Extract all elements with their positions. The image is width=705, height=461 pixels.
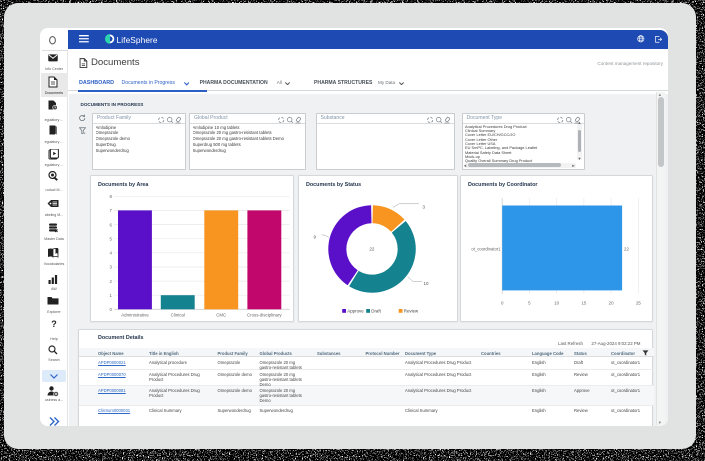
svg-text:4: 4 xyxy=(110,251,113,256)
svg-text:0: 0 xyxy=(501,301,504,306)
svg-text:Review: Review xyxy=(404,309,419,314)
svg-text:3: 3 xyxy=(423,204,426,209)
svg-text:Draft: Draft xyxy=(371,309,381,314)
svg-text:6: 6 xyxy=(110,222,113,227)
svg-text:ot_coordinator1: ot_coordinator1 xyxy=(471,247,501,252)
svg-text:7: 7 xyxy=(110,208,113,213)
svg-text:0: 0 xyxy=(110,307,113,312)
svg-text:22: 22 xyxy=(624,247,629,252)
svg-text:9: 9 xyxy=(313,234,316,239)
svg-text:8: 8 xyxy=(110,194,113,199)
svg-text:Cross-disciplinary: Cross-disciplinary xyxy=(247,313,282,318)
svg-text:2: 2 xyxy=(110,279,113,284)
svg-text:5: 5 xyxy=(110,236,113,241)
svg-text:3: 3 xyxy=(110,265,113,270)
svg-text:1: 1 xyxy=(110,293,113,298)
svg-text:CMC: CMC xyxy=(216,313,226,318)
svg-text:Administrative: Administrative xyxy=(121,313,149,318)
svg-text:Approve: Approve xyxy=(347,309,364,314)
svg-text:22: 22 xyxy=(369,247,375,252)
svg-text:Clinical: Clinical xyxy=(171,313,185,318)
svg-text:5: 5 xyxy=(528,301,531,306)
svg-text:10: 10 xyxy=(424,281,430,286)
svg-text:20: 20 xyxy=(609,301,614,306)
svg-text:15: 15 xyxy=(581,301,586,306)
svg-text:10: 10 xyxy=(554,301,559,306)
svg-text:25: 25 xyxy=(636,301,641,306)
